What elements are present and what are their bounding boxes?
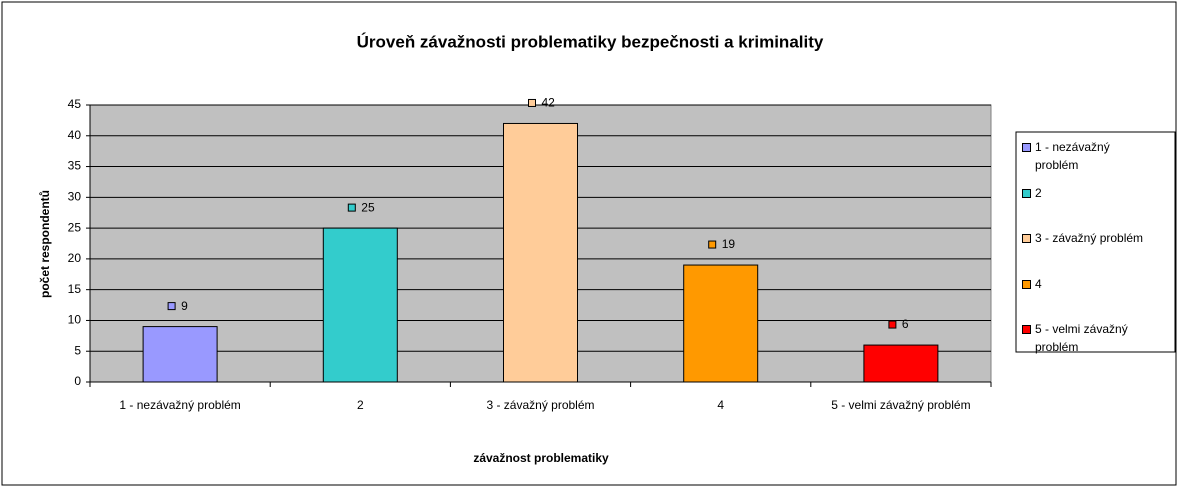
y-tick-label: 30: [68, 190, 82, 204]
x-tick-label: 1 - nezávažný problém: [119, 398, 241, 412]
legend-swatch: [1022, 279, 1031, 289]
x-tick-label: 2: [356, 398, 364, 412]
legend-label: 5 - velmi závažný problém: [1035, 322, 1128, 354]
data-label-marker: [708, 240, 717, 249]
legend-item: 3 - závažný problém: [1022, 229, 1174, 247]
bar: [142, 326, 218, 383]
legend-label: 3 - závažný problém: [1035, 231, 1144, 245]
x-tick-label: 3 - závažný problém: [486, 398, 595, 412]
chart-title: Úroveň závažnosti problematiky bezpečnos…: [357, 32, 824, 51]
data-label: 6: [902, 317, 909, 331]
data-label-marker: [167, 302, 176, 311]
legend-swatch: [1022, 234, 1031, 243]
legend-box: [1015, 131, 1176, 353]
x-tick-label: 5 - velmi závažný problém: [831, 398, 971, 412]
y-tick-label: 45: [68, 97, 82, 111]
y-tick-label: 15: [68, 282, 82, 296]
legend-label: 2: [1035, 185, 1042, 200]
bar: [863, 344, 939, 383]
bar: [503, 122, 578, 383]
x-tick-label: 4: [717, 398, 725, 412]
bar: [322, 227, 398, 383]
data-label-marker: [347, 203, 356, 212]
data-label: 25: [361, 200, 375, 214]
data-label: 19: [722, 237, 736, 251]
legend-label: 1 - nezávažný problém: [1035, 140, 1110, 172]
data-label: 9: [181, 299, 188, 313]
legend-item: 4: [1022, 275, 1174, 293]
y-tick-label: 5: [74, 343, 81, 357]
data-label-marker: [528, 98, 536, 107]
legend-item: 2: [1022, 184, 1174, 202]
legend-item: 1 - nezávažný problém: [1022, 138, 1174, 174]
y-tick-label: 10: [68, 313, 82, 327]
legend-swatch: [1022, 325, 1031, 334]
y-tick-label: 25: [68, 220, 82, 234]
y-axis-label: počet respondentů: [38, 190, 52, 298]
legend-item: 5 - velmi závažný problém: [1022, 320, 1174, 356]
x-axis-label: závažnost problematiky: [473, 451, 609, 465]
data-label: 42: [542, 96, 556, 110]
y-tick-label: 0: [74, 374, 81, 388]
data-label-marker: [888, 320, 897, 329]
y-tick-label: 20: [68, 251, 82, 265]
bar: [683, 264, 759, 383]
legend-swatch: [1022, 188, 1031, 198]
legend-label: 4: [1035, 276, 1042, 291]
y-tick-label: 40: [68, 128, 82, 142]
legend-swatch: [1022, 143, 1031, 152]
y-tick-label: 35: [68, 159, 82, 173]
